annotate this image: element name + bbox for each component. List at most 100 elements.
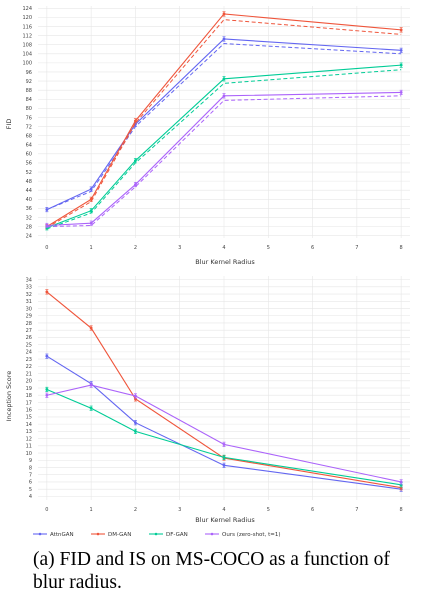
fid-x-tick-label: 8 (400, 245, 403, 251)
legend: AttnGAN DM-GAN DF-GAN Ours (zero-shot, t=1) (33, 532, 280, 538)
is-x-tick-label: 5 (267, 507, 270, 513)
fid-x-axis-title: Blur Kernel Radius (195, 258, 255, 266)
figure-caption: (a) FID and IS on MS-COCO as a function … (33, 549, 390, 593)
is-series-dm-gan-point (89, 326, 93, 330)
legend-item-dm-gan: DM-GAN (91, 532, 131, 538)
is-x-tick-label: 6 (311, 507, 314, 513)
fid-y-tick-label: 44 (26, 188, 32, 194)
fid-x-tick-label: 4 (222, 245, 225, 251)
fid-y-tick-label: 120 (22, 15, 32, 21)
is-y-tick-label: 10 (26, 451, 32, 457)
fid-chart: 2428323640444852566064687276808488929610… (5, 6, 410, 266)
figure: 2428323640444852566064687276808488929610… (5, 6, 410, 538)
is-series-attngan-point (134, 421, 137, 425)
is-y-tick-label: 34 (26, 277, 32, 283)
fid-y-tick-label: 112 (22, 33, 32, 39)
is-x-tick-label: 1 (90, 507, 93, 513)
is-y-tick-label: 12 (26, 436, 32, 442)
fid-series-attngan-point (89, 187, 93, 191)
is-series-dm-gan-point (45, 290, 49, 294)
is-y-tick-label: 21 (26, 371, 32, 377)
is-y-tick-label: 9 (29, 458, 32, 464)
legend-marker (38, 532, 42, 536)
fid-x-tick-label: 6 (311, 245, 314, 251)
fid-series-df-gan-point (399, 63, 403, 67)
fid-series-ours-zero-shot-t-1-point (89, 221, 93, 225)
fid-series (45, 11, 403, 231)
fid-x-tick-label: 5 (267, 245, 270, 251)
fid-x-tick-label: 0 (45, 245, 48, 251)
is-y-tick-label: 14 (26, 422, 32, 428)
is-y-tick-label: 22 (26, 364, 32, 370)
is-y-tick-label: 18 (26, 393, 32, 399)
fid-y-tick-label: 68 (26, 133, 32, 139)
is-y-tick-label: 16 (26, 407, 32, 413)
fid-y-tick-label: 24 (26, 234, 32, 240)
is-x-tick-label: 3 (178, 507, 181, 513)
is-y-tick-label: 20 (26, 379, 32, 385)
legend-marker (210, 532, 214, 536)
legend-marker (96, 532, 100, 536)
is-series-df-gan-point (45, 388, 49, 391)
fid-series-dm-gan-point (89, 197, 93, 201)
fid-series-dm-gan-point (134, 119, 137, 123)
fid-series-dm-gan-point (399, 28, 403, 32)
fid-y-tick-label: 124 (22, 6, 32, 12)
fid-y-axis-title: FID (5, 119, 13, 130)
is-y-tick-label: 13 (26, 429, 32, 435)
is-y-tick-label: 33 (26, 285, 32, 291)
fid-series-ours-zero-shot-t-1-point (399, 91, 403, 94)
is-y-tick-label: 27 (26, 328, 32, 334)
is-y-tick-label: 6 (29, 480, 32, 486)
fid-y-tick-label: 52 (26, 170, 32, 176)
is-y-tick-label: 5 (29, 487, 32, 493)
is-y-tick-label: 11 (26, 444, 32, 450)
is-x-axis-title: Blur Kernel Radius (195, 516, 255, 524)
fid-series-dm-gan-point (222, 12, 226, 16)
fid-y-tick-label: 76 (26, 115, 32, 121)
legend-item-attngan: AttnGAN (33, 532, 74, 538)
is-y-tick-label: 29 (26, 314, 32, 320)
is-series-ours-zero-shot-t-1-point (134, 394, 137, 398)
fid-y-tick-label: 36 (26, 206, 32, 212)
fid-y-tick-label: 32 (26, 215, 32, 221)
is-chart: 4567891011121314151617181920212223242526… (5, 276, 410, 524)
legend-label: DM-GAN (108, 532, 131, 538)
is-x-tick-label: 7 (355, 507, 358, 513)
fid-series-df-gan-point (134, 159, 137, 163)
legend-label: AttnGAN (50, 532, 74, 538)
is-y-tick-label: 28 (26, 321, 32, 327)
is-y-tick-label: 25 (26, 342, 32, 348)
fid-series-ours-zero-shot-t-1-dashed-line (46, 95, 402, 228)
is-series-df-gan-point (134, 429, 137, 433)
is-series-df-gan-point (89, 406, 93, 410)
fid-y-tick-label: 80 (26, 106, 32, 112)
is-series (45, 289, 403, 492)
fid-series-dm-gan-dashed-line (46, 19, 402, 229)
is-x-tick-label: 8 (400, 507, 403, 513)
fid-y-tick-label: 116 (22, 24, 32, 30)
fid-y-tick-label: 40 (26, 197, 32, 203)
is-y-tick-label: 17 (26, 400, 32, 406)
is-y-tick-label: 31 (26, 299, 32, 305)
fid-y-tick-label: 64 (26, 143, 32, 149)
is-series-attngan-point (222, 463, 226, 467)
legend-marker (154, 532, 158, 536)
fid-x-tick-label: 2 (134, 245, 137, 251)
legend-item-ours-zero-shot-t-1: Ours (zero-shot, t=1) (205, 532, 280, 538)
is-y-tick-label: 15 (26, 415, 32, 421)
fid-y-tick-label: 28 (26, 224, 32, 230)
is-series-ours-zero-shot-t-1-point (89, 383, 93, 387)
fid-series-df-gan-point (222, 77, 226, 81)
is-y-tick-label: 30 (26, 306, 32, 312)
fid-y-tick-label: 72 (26, 124, 32, 130)
fid-series-attngan-point (222, 37, 226, 41)
is-series-df-gan-point (222, 455, 226, 459)
fid-x-tick-label: 3 (178, 245, 181, 251)
legend-label: DF-GAN (166, 532, 188, 538)
is-series-ours-zero-shot-t-1-point (399, 480, 403, 484)
legend-label: Ours (zero-shot, t=1) (222, 532, 280, 538)
fid-y-tick-label: 60 (26, 152, 32, 158)
legend-item-df-gan: DF-GAN (149, 532, 188, 538)
